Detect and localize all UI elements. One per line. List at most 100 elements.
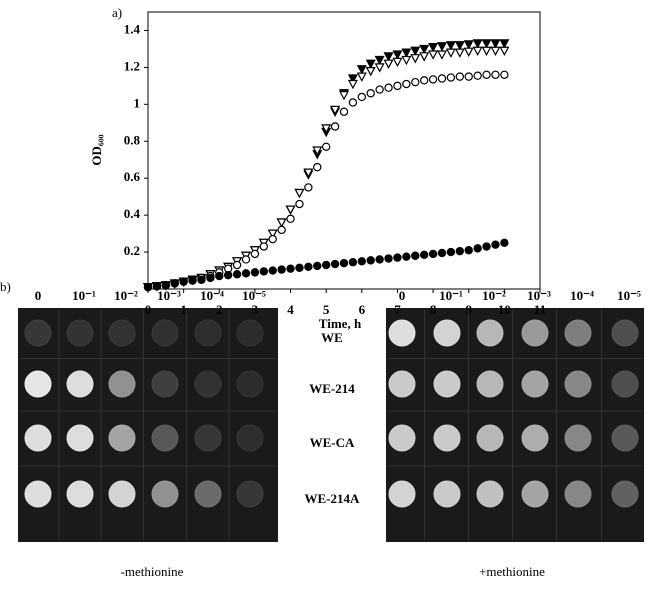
point	[259, 242, 269, 251]
point	[428, 42, 439, 53]
point	[356, 72, 367, 82]
column-label: 10⁻⁴	[570, 288, 594, 303]
point	[330, 105, 341, 116]
colony-spot	[151, 424, 179, 452]
point	[375, 255, 384, 264]
colony-spot	[564, 424, 592, 452]
colony-spot	[564, 319, 592, 347]
colony-spot	[476, 424, 504, 452]
point	[393, 253, 402, 262]
column-label: 10⁻⁵	[242, 288, 266, 303]
point	[357, 92, 367, 102]
x-axis-label: Time, h	[319, 316, 362, 331]
colony-spot	[66, 480, 94, 508]
plate-left	[18, 308, 278, 542]
point	[161, 281, 171, 290]
point	[482, 242, 491, 251]
point	[232, 270, 242, 279]
point	[339, 90, 349, 101]
point	[490, 39, 501, 49]
x-tick-label: 10	[498, 302, 511, 317]
row-label: WE-214	[309, 381, 355, 396]
colony-spot	[388, 370, 416, 398]
colony-spot	[521, 319, 549, 347]
x-tick-label: 1	[180, 302, 187, 317]
point	[365, 66, 376, 77]
point	[259, 267, 269, 276]
point	[463, 47, 474, 57]
point	[215, 271, 224, 281]
x-tick-label: 5	[323, 302, 330, 317]
point	[437, 248, 447, 258]
point	[313, 162, 322, 172]
colony-spot	[388, 319, 416, 347]
point	[410, 54, 421, 64]
y-tick-label: 0.8	[124, 132, 141, 147]
column-label: 0	[35, 288, 42, 303]
colony-spot	[476, 370, 504, 398]
point	[481, 39, 492, 49]
colony-spot	[194, 370, 222, 398]
point	[383, 59, 394, 69]
point	[285, 205, 296, 215]
point	[304, 183, 313, 192]
point	[366, 256, 375, 265]
point	[384, 254, 393, 263]
colony-spot	[433, 480, 461, 508]
point	[268, 234, 277, 244]
colony-spot	[236, 424, 264, 452]
point	[304, 262, 313, 272]
colony-spot	[151, 319, 179, 347]
y-tick-label: 0.4	[124, 206, 141, 221]
point	[152, 282, 162, 291]
point	[499, 39, 510, 49]
x-tick-label: 8	[430, 302, 437, 317]
colony-spot	[66, 370, 94, 398]
point	[411, 251, 420, 260]
point	[428, 50, 439, 60]
column-label: 10⁻²	[482, 288, 506, 303]
colony-spot	[388, 480, 416, 508]
point	[411, 77, 420, 87]
point	[446, 73, 456, 82]
point	[321, 124, 332, 134]
column-label: 10⁻¹	[439, 288, 463, 303]
colony-spot	[236, 319, 264, 347]
point	[481, 46, 492, 57]
point	[232, 260, 242, 270]
colony-spot	[433, 319, 461, 347]
x-tick-label: 3	[252, 302, 259, 317]
point	[356, 65, 367, 75]
point	[384, 83, 393, 92]
point	[454, 48, 465, 58]
point	[366, 89, 375, 98]
colony-spot	[521, 480, 549, 508]
panel-label-b: b)	[0, 279, 11, 294]
point	[437, 50, 447, 60]
y-tick-label: 1	[134, 95, 141, 110]
point	[250, 268, 260, 277]
row-label: WE-214A	[305, 491, 361, 506]
colony-spot	[108, 424, 136, 452]
point	[143, 282, 153, 292]
point	[277, 265, 286, 274]
point	[419, 44, 430, 55]
point	[357, 257, 367, 266]
row-label: WE-CA	[310, 435, 355, 450]
colony-spot	[611, 424, 639, 452]
point	[401, 55, 412, 66]
colony-spot	[194, 319, 222, 347]
point	[428, 249, 438, 259]
point	[464, 246, 473, 255]
point	[491, 70, 500, 79]
colony-spot	[194, 480, 222, 508]
point	[402, 252, 411, 261]
point	[348, 98, 358, 107]
point	[445, 41, 456, 51]
column-label: 0	[399, 288, 406, 303]
x-tick-label: 2	[216, 302, 223, 317]
point	[472, 46, 483, 57]
point	[500, 238, 509, 248]
column-label: 10⁻¹	[72, 288, 96, 303]
colony-spot	[388, 424, 416, 452]
